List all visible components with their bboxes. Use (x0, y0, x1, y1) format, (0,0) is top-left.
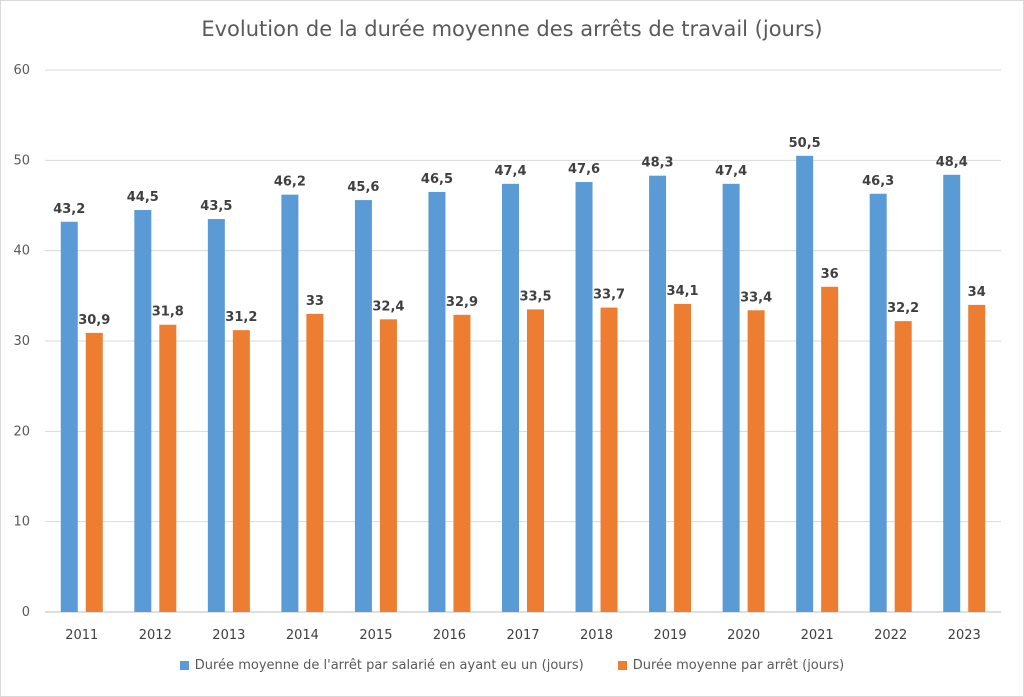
data-label-series-1: 48,4 (936, 155, 968, 170)
x-tick-label: 2023 (948, 628, 981, 643)
y-tick-label: 50 (13, 153, 30, 168)
x-tick-label: 2015 (359, 628, 392, 643)
data-label-series-1: 50,5 (789, 136, 821, 151)
data-label-series-2: 36 (821, 267, 839, 282)
bar-series-2 (85, 332, 103, 612)
data-label-series-2: 32,2 (887, 301, 919, 316)
legend-item-series-1: Durée moyenne de l'arrêt par salarié en … (179, 658, 584, 673)
chart-title: Evolution de la durée moyenne des arrêts… (201, 17, 823, 41)
y-tick-label: 10 (13, 515, 30, 530)
data-label-series-1: 47,4 (494, 164, 526, 179)
bar-series-2 (968, 304, 986, 612)
bar-series-1 (60, 221, 78, 612)
bar-series-2 (821, 286, 839, 612)
data-label-series-1: 43,2 (53, 202, 85, 217)
data-label-series-2: 32,4 (372, 299, 404, 314)
data-label-series-2: 34,1 (667, 284, 699, 299)
bar-series-1 (575, 182, 593, 612)
x-tick-label: 2020 (727, 628, 760, 643)
x-tick-label: 2013 (212, 628, 245, 643)
bar-series-1 (502, 183, 519, 612)
data-label-series-1: 44,5 (127, 190, 159, 205)
bar-series-2 (747, 310, 765, 612)
data-label-series-2: 33,7 (593, 288, 625, 303)
x-tick-label: 2016 (433, 628, 466, 643)
chart-legend: Durée moyenne de l'arrêt par salarié en … (1, 658, 1023, 673)
bar-series-1 (869, 193, 887, 613)
bar-series-2 (674, 303, 692, 612)
x-tick-label: 2021 (801, 628, 834, 643)
data-label-series-1: 46,2 (274, 175, 306, 190)
data-label-series-1: 47,4 (715, 164, 747, 179)
legend-swatch-blue (179, 661, 189, 670)
bar-series-1 (134, 210, 152, 612)
x-tick-label: 2014 (286, 628, 319, 643)
bar-series-2 (453, 314, 471, 612)
x-tick-label: 2018 (580, 628, 613, 643)
bar-series-2 (600, 307, 618, 612)
bar-series-2 (159, 324, 177, 612)
bar-series-1 (428, 191, 446, 612)
y-tick-label: 60 (13, 63, 30, 78)
legend-swatch-orange (617, 661, 627, 670)
bar-series-2 (306, 313, 324, 612)
bar-series-1 (354, 200, 372, 612)
legend-item-series-2: Durée moyenne par arrêt (jours) (617, 658, 845, 673)
data-label-series-1: 46,3 (862, 174, 894, 189)
legend-label-series-1: Durée moyenne de l'arrêt par salarié en … (194, 658, 584, 673)
bar-series-1 (722, 183, 740, 612)
data-label-series-2: 33,5 (519, 289, 551, 304)
legend-label-series-2: Durée moyenne par arrêt (jours) (632, 658, 845, 673)
y-tick-label: 30 (13, 334, 30, 349)
bar-series-1 (796, 155, 814, 613)
bar-series-1 (943, 174, 961, 612)
data-label-series-2: 31,2 (225, 310, 257, 325)
data-label-series-2: 33 (306, 294, 324, 309)
x-tick-label: 2017 (506, 628, 539, 643)
data-label-series-1: 43,5 (200, 199, 232, 214)
data-label-series-1: 45,6 (347, 180, 379, 195)
data-label-series-2: 32,9 (446, 295, 478, 310)
bar-series-2 (527, 309, 544, 612)
bar-series-1 (281, 194, 299, 612)
data-label-series-2: 33,4 (740, 290, 772, 305)
x-tick-label: 2022 (874, 628, 907, 643)
x-tick-label: 2011 (65, 628, 98, 643)
bar-series-1 (207, 219, 225, 613)
data-label-series-2: 34 (968, 285, 986, 300)
y-tick-label: 40 (13, 244, 30, 259)
data-label-series-1: 46,5 (421, 172, 453, 187)
data-label-series-2: 31,8 (152, 305, 184, 320)
y-tick-label: 0 (22, 605, 30, 620)
bar-series-2 (894, 321, 912, 612)
data-label-series-1: 47,6 (568, 162, 600, 177)
bar-series-2 (232, 330, 250, 612)
y-tick-label: 20 (13, 424, 30, 439)
bar-series-2 (379, 319, 397, 612)
x-tick-label: 2019 (654, 628, 687, 643)
data-label-series-1: 48,3 (642, 156, 674, 171)
bar-series-1 (649, 175, 667, 612)
data-label-series-2: 30,9 (78, 313, 110, 328)
x-tick-label: 2012 (139, 628, 172, 643)
